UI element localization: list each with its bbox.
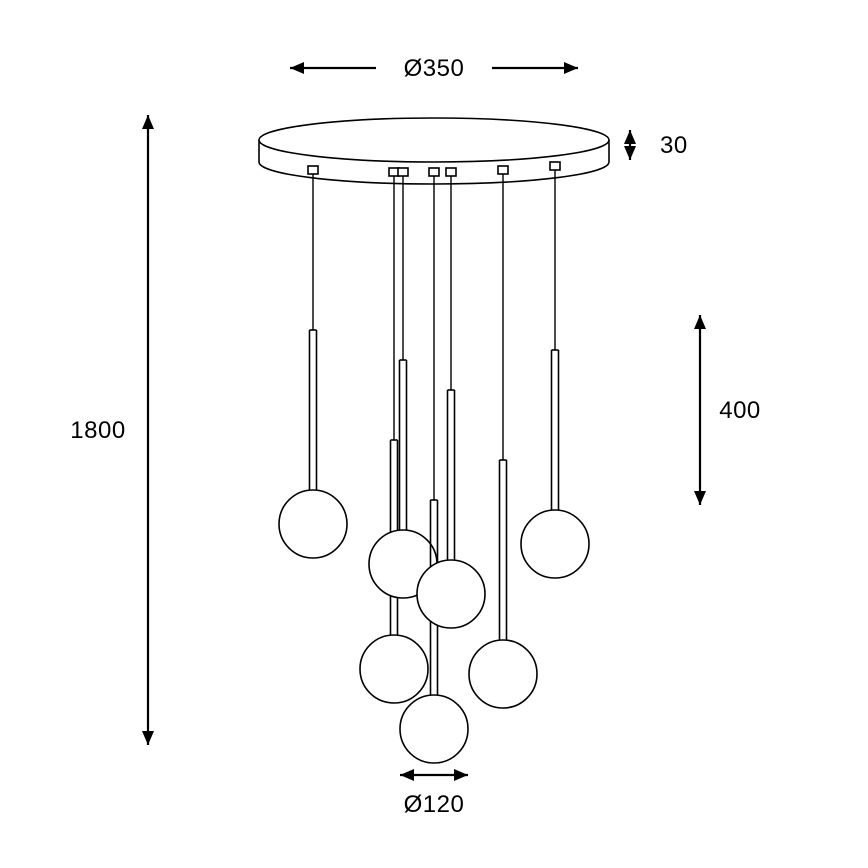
globe: [279, 490, 347, 558]
pendant-2: [369, 168, 437, 598]
connector: [498, 166, 508, 174]
pendant-0: [279, 166, 347, 558]
connector: [550, 162, 560, 170]
pendant-6: [521, 162, 589, 578]
dim-rod-height-label: 400: [719, 397, 761, 424]
globe: [521, 510, 589, 578]
dim-plate-diameter: Ø350: [290, 55, 578, 82]
dim-ball-diameter-label: Ø120: [404, 791, 465, 818]
dim-plate-diameter-label: Ø350: [404, 55, 465, 82]
dim-plate-thickness: 30: [624, 130, 688, 160]
globe: [469, 640, 537, 708]
dim-plate-thickness-label: 30: [660, 132, 688, 159]
pendant-1: [360, 168, 428, 703]
dim-total-height-label: 1800: [70, 417, 125, 444]
globe: [360, 635, 428, 703]
dim-ball-diameter: Ø120: [400, 769, 468, 818]
dim-total-height: 1800: [70, 115, 154, 745]
connector: [308, 166, 318, 174]
globe: [417, 560, 485, 628]
pendant-5: [469, 166, 537, 708]
globe: [400, 695, 468, 763]
pendants: [279, 162, 589, 763]
connector: [446, 168, 456, 176]
connector: [429, 168, 439, 176]
connector: [398, 168, 408, 176]
dim-rod-height: 400: [694, 315, 761, 505]
